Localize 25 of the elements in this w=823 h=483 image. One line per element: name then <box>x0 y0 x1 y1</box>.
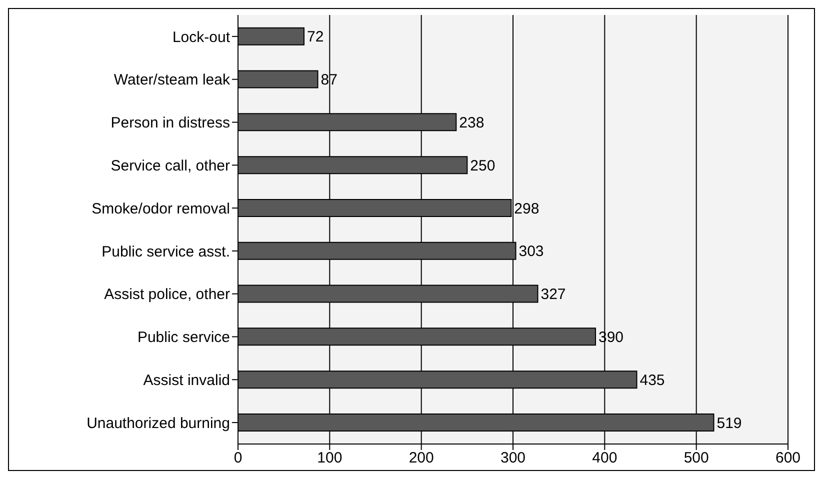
x-tick-label: 400 <box>592 450 618 467</box>
data-label: 238 <box>459 114 484 132</box>
x-tick-label: 300 <box>500 450 526 467</box>
y-tick-label: Lock-out <box>172 28 231 46</box>
y-tick-label: Assist invalid <box>143 372 230 389</box>
data-label: 250 <box>470 157 496 174</box>
x-tick-label: 600 <box>775 450 801 467</box>
y-tick-label: Person in distress <box>110 114 230 132</box>
y-tick-label: Public service asst. <box>102 243 230 260</box>
x-tick-label: 200 <box>408 450 434 467</box>
data-label: 327 <box>540 286 566 304</box>
x-tick-label: 0 <box>234 450 242 467</box>
y-tick-label: Water/steam leak <box>114 72 230 89</box>
y-tick-label: Public service <box>137 329 230 346</box>
data-label: 72 <box>307 28 324 46</box>
y-tick-label: Assist police, other <box>104 286 230 304</box>
data-label: 303 <box>518 243 544 260</box>
y-tick-label: Smoke/odor removal <box>92 200 230 218</box>
data-label: 519 <box>716 414 742 432</box>
data-label: 435 <box>640 372 665 389</box>
x-tick-label: 500 <box>684 450 709 467</box>
y-tick-label: Unauthorized burning <box>86 414 230 432</box>
x-tick-label: 100 <box>317 450 342 467</box>
data-label: 298 <box>514 200 540 218</box>
y-tick-label: Service call, other <box>110 157 230 174</box>
